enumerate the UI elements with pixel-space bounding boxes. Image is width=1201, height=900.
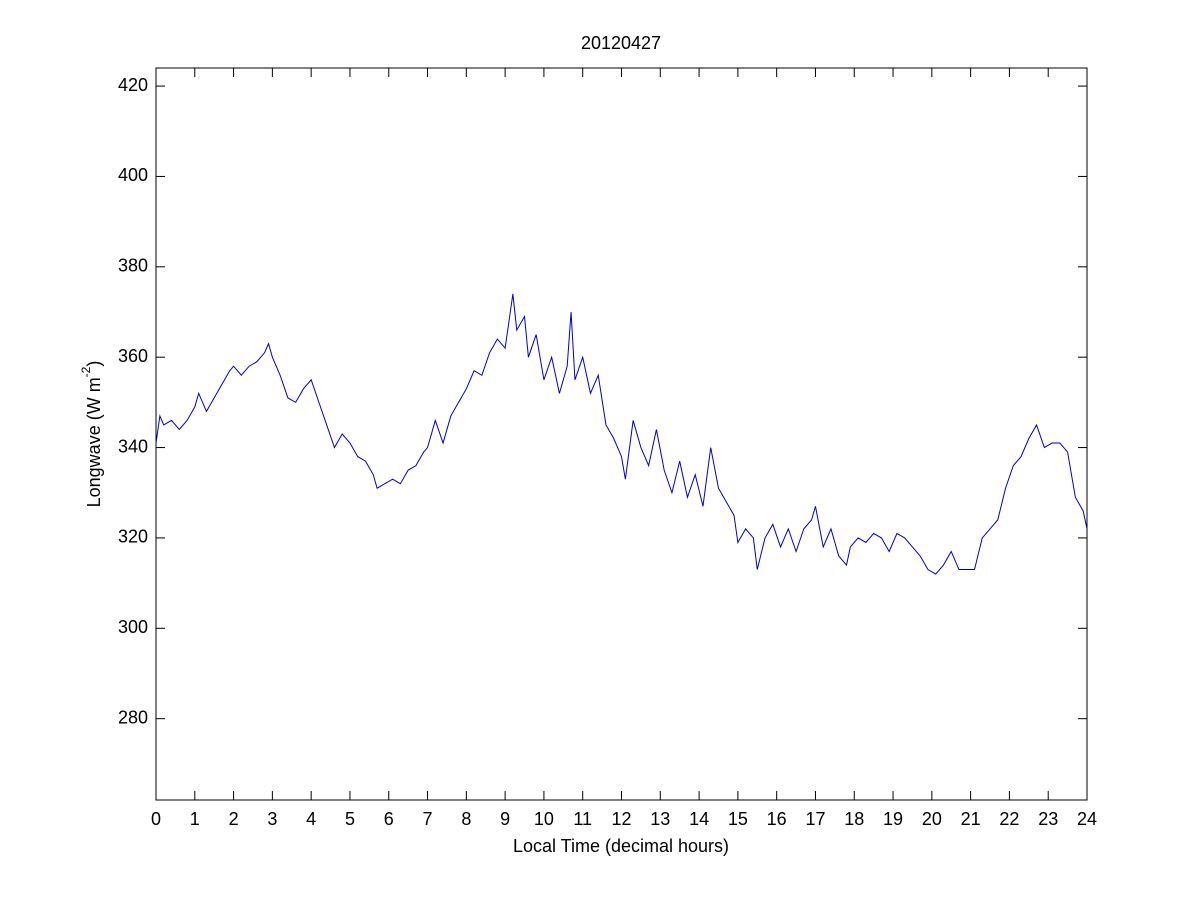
x-tick-label: 22: [999, 809, 1019, 829]
x-tick-label: 6: [384, 809, 394, 829]
x-tick-label: 24: [1077, 809, 1097, 829]
x-tick-label: 13: [650, 809, 670, 829]
x-tick-label: 9: [500, 809, 510, 829]
x-axis-label: Local Time (decimal hours): [513, 836, 729, 856]
y-tick-label: 280: [118, 707, 148, 727]
x-tick-label: 10: [534, 809, 554, 829]
x-tick-label: 20: [922, 809, 942, 829]
x-tick-label: 3: [267, 809, 277, 829]
y-tick-label: 300: [118, 617, 148, 637]
y-axis-label: Longwave (W m-2): [79, 361, 104, 508]
y-tick-label: 420: [118, 75, 148, 95]
x-tick-label: 14: [689, 809, 709, 829]
plot-area: [155, 67, 1088, 801]
x-tick-label: 12: [611, 809, 631, 829]
data-line: [155, 293, 1088, 575]
x-tick-label: 18: [844, 809, 864, 829]
y-tick-label: 360: [118, 346, 148, 366]
y-tick-label: 340: [118, 436, 148, 456]
y-axis-label-text: Longwave (W m: [84, 377, 104, 507]
x-tick-label: 0: [151, 809, 161, 829]
x-tick-label: 2: [229, 809, 239, 829]
y-axis-label-superscript: -2: [79, 366, 93, 377]
x-tick-label: 16: [767, 809, 787, 829]
chart-title: 20120427: [581, 33, 661, 53]
y-tick-label: 400: [118, 165, 148, 185]
x-tick-label: 4: [306, 809, 316, 829]
x-tick-label: 17: [805, 809, 825, 829]
x-tick-label: 8: [461, 809, 471, 829]
x-tick-label: 15: [728, 809, 748, 829]
y-tick-label: 380: [118, 256, 148, 276]
x-tick-label: 23: [1038, 809, 1058, 829]
x-tick-label: 1: [190, 809, 200, 829]
x-tick-label: 7: [423, 809, 433, 829]
x-tick-label: 21: [961, 809, 981, 829]
x-tick-label: 19: [883, 809, 903, 829]
x-tick-label: 11: [573, 809, 592, 829]
x-tick-label: 5: [345, 809, 355, 829]
y-tick-label: 320: [118, 527, 148, 547]
y-axis-label-close: ): [84, 361, 104, 367]
